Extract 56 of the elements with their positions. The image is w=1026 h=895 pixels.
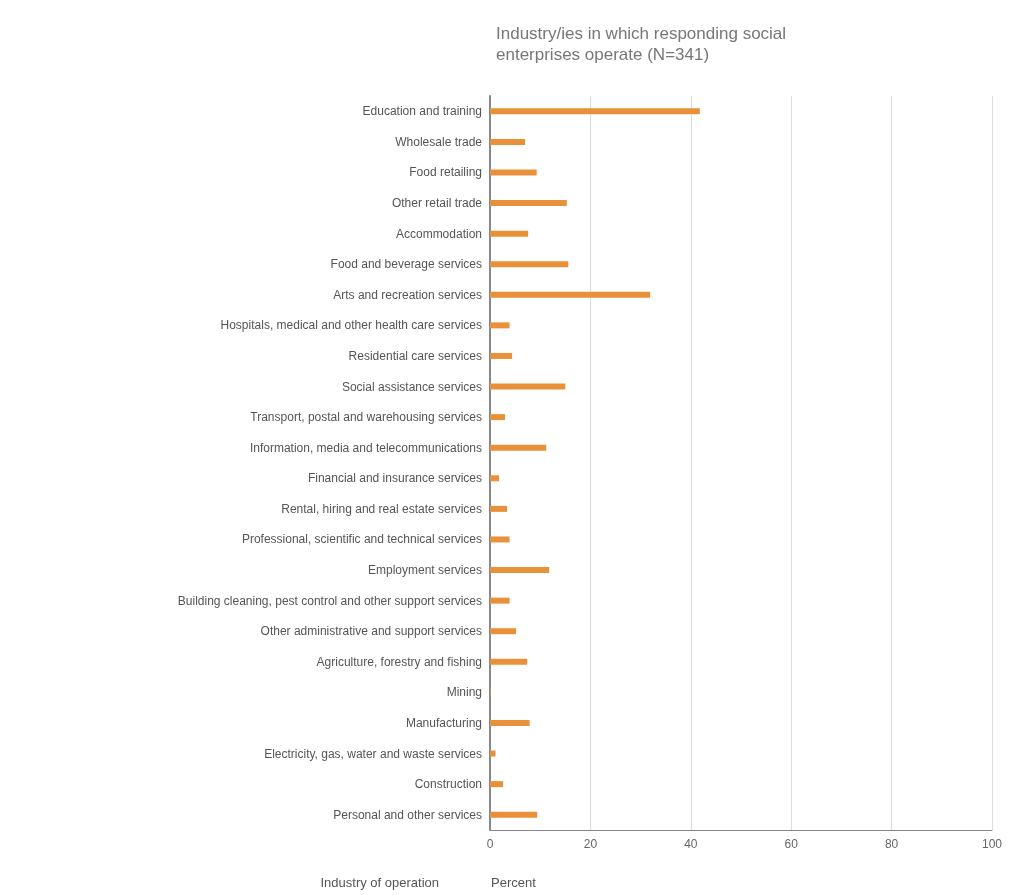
y-tick-label: Personal and other services bbox=[333, 807, 482, 822]
x-tick-label: 100 bbox=[981, 837, 1003, 851]
y-tick-label: Residential care services bbox=[348, 348, 482, 363]
bar bbox=[490, 352, 513, 359]
bar bbox=[490, 567, 550, 574]
y-tick-label: Other administrative and support services bbox=[260, 624, 482, 639]
y-tick-label: Wholesale trade bbox=[395, 134, 483, 149]
bar bbox=[490, 261, 569, 268]
y-tick-label: Agriculture, forestry and fishing bbox=[316, 654, 482, 669]
y-tick-label: Information, media and telecommunications bbox=[249, 440, 482, 455]
bar bbox=[490, 291, 651, 298]
x-tick-label: 40 bbox=[684, 837, 698, 851]
chart-title: Industry/ies in which responding social enterprises operate (N=341) bbox=[496, 24, 791, 64]
y-tick-label: Other retail trade bbox=[391, 196, 483, 211]
x-tick-label: 20 bbox=[583, 837, 598, 851]
bar bbox=[490, 536, 510, 543]
bar bbox=[490, 200, 567, 207]
bar bbox=[490, 597, 510, 604]
y-tick-label: Social assistance services bbox=[341, 379, 482, 394]
y-tick-label: Manufacturing bbox=[405, 715, 482, 730]
y-tick-label: Building cleaning, pest control and other support services bbox=[177, 593, 482, 608]
bar bbox=[490, 414, 506, 421]
bar bbox=[490, 138, 526, 145]
x-tick-label: 0 bbox=[486, 837, 494, 851]
bar bbox=[490, 628, 517, 635]
y-tick-label: Financial and insurance services bbox=[307, 471, 482, 486]
bar bbox=[490, 383, 566, 390]
y-tick-label: Education and training bbox=[362, 104, 482, 119]
y-tick-label: Electricity, gas, water and waste services bbox=[264, 746, 482, 761]
y-tick-label: Arts and recreation services bbox=[333, 287, 482, 302]
y-axis-title: Industry of operation bbox=[320, 875, 439, 890]
y-tick-label: Employment services bbox=[367, 563, 482, 578]
x-tick-label: 60 bbox=[784, 837, 799, 851]
bar bbox=[490, 505, 508, 512]
bar bbox=[490, 322, 510, 329]
bar bbox=[490, 475, 500, 482]
y-tick-label: Construction bbox=[414, 777, 482, 792]
y-tick-label: Food retailing bbox=[409, 165, 482, 180]
x-axis-title: Percent bbox=[491, 875, 537, 890]
bar bbox=[490, 444, 547, 451]
bar bbox=[490, 781, 504, 788]
y-tick-label: Rental, hiring and real estate services bbox=[281, 501, 482, 516]
bar bbox=[490, 169, 537, 176]
bar bbox=[490, 108, 700, 115]
bar bbox=[490, 719, 530, 726]
bar bbox=[490, 811, 538, 818]
y-tick-label: Hospitals, medical and other health care services bbox=[220, 318, 482, 333]
bar bbox=[490, 750, 496, 757]
x-tick-label: 80 bbox=[884, 837, 899, 851]
y-tick-label: Accommodation bbox=[395, 226, 482, 241]
bar bbox=[490, 658, 528, 665]
y-tick-label: Mining bbox=[446, 685, 482, 700]
y-tick-label: Food and beverage services bbox=[330, 257, 482, 272]
bar bbox=[490, 230, 529, 237]
y-tick-label: Professional, scientific and technical services bbox=[241, 532, 482, 547]
y-tick-label: Transport, postal and warehousing services bbox=[250, 410, 482, 425]
